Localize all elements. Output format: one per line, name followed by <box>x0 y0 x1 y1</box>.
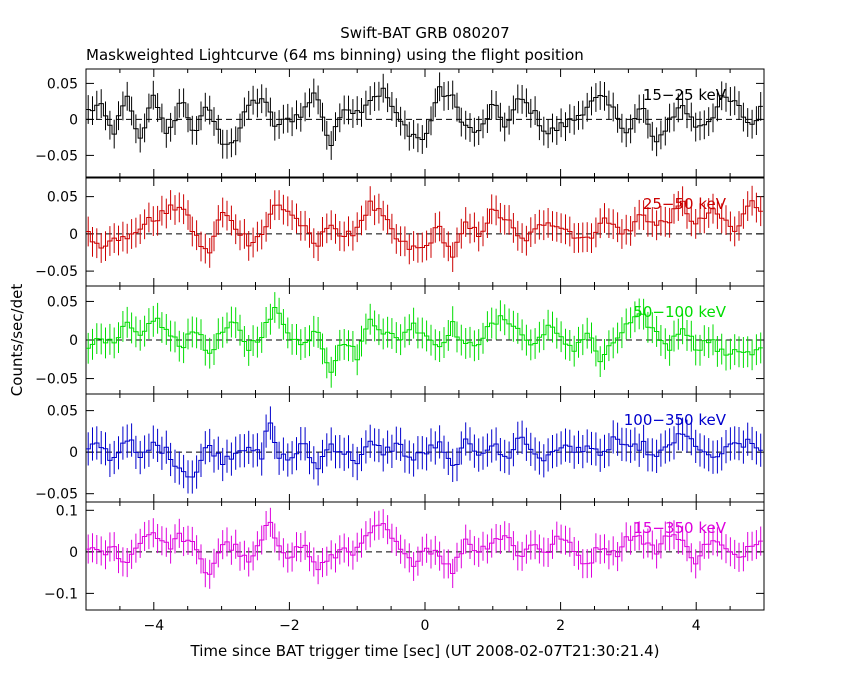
x-tick-label: −2 <box>279 618 300 634</box>
band-label: 25−50 keV <box>643 195 727 213</box>
y-tick-label: 0.05 <box>47 190 78 206</box>
y-tick-label: 0 <box>69 227 78 243</box>
x-tick-label: 2 <box>556 618 565 634</box>
y-axis-label: Counts/sec/det <box>8 284 26 397</box>
y-tick-label: −0.05 <box>35 264 78 280</box>
y-tick-label: 0 <box>69 112 78 128</box>
y-tick-label: 0 <box>69 333 78 349</box>
y-tick-label: 0.05 <box>47 294 78 310</box>
panel-0: −0.05 0 0.05 15−25 keV <box>35 68 765 178</box>
y-tick-label: −0.05 <box>35 372 78 388</box>
band-label: 15−25 keV <box>643 86 727 104</box>
band-label: 50−100 keV <box>633 303 726 321</box>
x-tick-label: 0 <box>421 618 430 634</box>
panel-4: −0.1 0 0.1 15−350 keV −4 −2 0 2 4 <box>44 501 765 634</box>
y-tick-label: 0.05 <box>47 404 78 420</box>
series-step-line <box>86 521 763 575</box>
chart-title: Swift-BAT GRB 080207 <box>340 24 509 42</box>
y-tick-label: −0.05 <box>35 487 78 503</box>
y-tick-label: −0.05 <box>35 148 78 164</box>
panel-3: −0.05 0 0.05 100−350 keV <box>35 393 765 503</box>
y-tick-label: 0 <box>69 545 78 561</box>
band-label: 15−350 keV <box>633 519 726 537</box>
y-tick-label: 0.05 <box>47 76 78 92</box>
x-tick-label: 4 <box>692 618 701 634</box>
x-tick-label: −4 <box>143 618 164 634</box>
chart-subtitle: Maskweighted Lightcurve (64 ms binning) … <box>86 46 584 64</box>
x-axis-label: Time since BAT trigger time [sec] (UT 20… <box>190 642 660 660</box>
panel-2: −0.05 0 0.05 50−100 keV <box>35 285 765 395</box>
series-step-line <box>86 422 763 478</box>
y-tick-label: 0.1 <box>56 503 78 519</box>
y-tick-label: 0 <box>69 445 78 461</box>
series-step-line <box>86 86 763 146</box>
y-tick-label: −0.1 <box>44 586 78 602</box>
series-step-line <box>86 200 763 258</box>
band-label: 100−350 keV <box>624 411 727 429</box>
series-step-line <box>86 307 763 373</box>
panel-1: −0.05 0 0.05 25−50 keV <box>35 177 765 287</box>
